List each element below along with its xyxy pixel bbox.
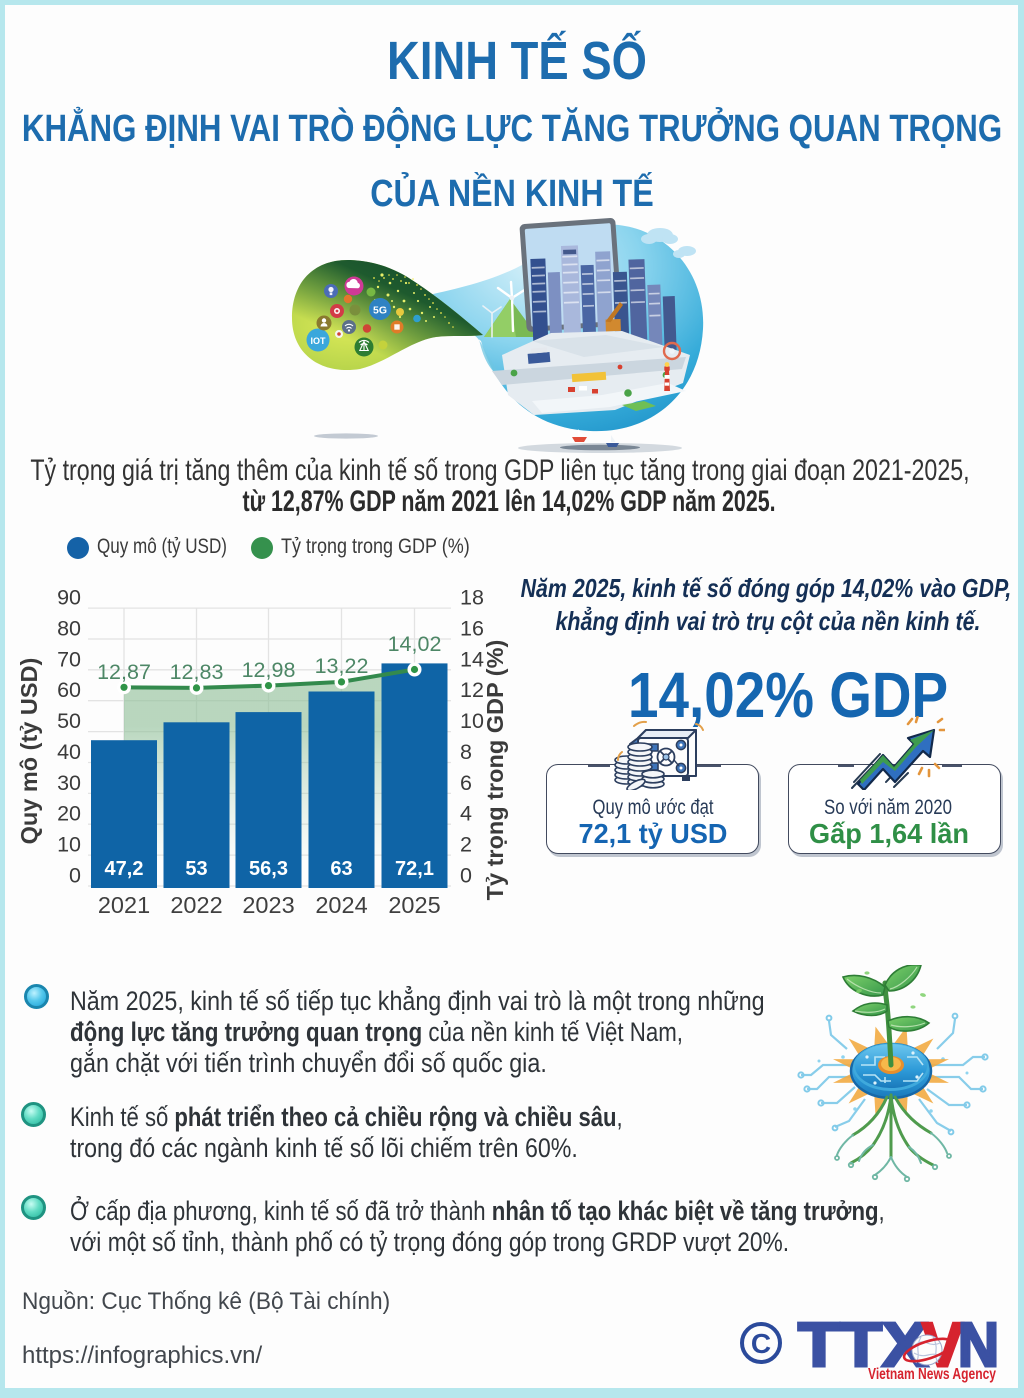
svg-text:10: 10 — [460, 709, 484, 733]
svg-text:63: 63 — [330, 858, 352, 880]
svg-text:20: 20 — [57, 802, 81, 826]
svg-text:10: 10 — [57, 833, 81, 857]
svg-text:0: 0 — [460, 864, 472, 888]
svg-text:40: 40 — [57, 740, 81, 764]
svg-text:12,83: 12,83 — [170, 660, 224, 684]
svg-text:V: V — [922, 1311, 963, 1380]
svg-text:12: 12 — [460, 678, 484, 702]
svg-text:90: 90 — [57, 586, 81, 610]
svg-text:16: 16 — [460, 617, 484, 641]
svg-text:2: 2 — [460, 833, 472, 857]
svg-text:TTX: TTX — [798, 1311, 928, 1380]
svg-text:13,22: 13,22 — [315, 654, 369, 678]
svg-text:2022: 2022 — [170, 892, 222, 918]
svg-text:47,2: 47,2 — [105, 858, 144, 880]
svg-text:14,02: 14,02 — [388, 632, 442, 656]
svg-text:53: 53 — [185, 858, 207, 880]
svg-text:18: 18 — [460, 586, 484, 610]
svg-text:56,3: 56,3 — [249, 858, 288, 880]
svg-text:72,1: 72,1 — [395, 858, 434, 880]
svg-text:12,98: 12,98 — [242, 658, 296, 682]
svg-text:50: 50 — [57, 709, 81, 733]
svg-text:4: 4 — [460, 802, 472, 826]
svg-text:2023: 2023 — [242, 892, 294, 918]
svg-text:Vietnam News Agency: Vietnam News Agency — [868, 1366, 996, 1383]
svg-text:N: N — [958, 1311, 999, 1380]
svg-text:12,87: 12,87 — [97, 660, 151, 684]
svg-text:2025: 2025 — [388, 892, 440, 918]
svg-text:60: 60 — [57, 678, 81, 702]
svg-text:5G: 5G — [373, 305, 387, 317]
svg-text:C: C — [751, 1328, 771, 1359]
svg-text:80: 80 — [57, 617, 81, 641]
svg-text:70: 70 — [57, 647, 81, 671]
svg-text:2024: 2024 — [315, 892, 367, 918]
svg-text:IOT: IOT — [311, 336, 327, 346]
svg-text:Tỷ trọng trong GDP (%): Tỷ trọng trong GDP (%) — [482, 640, 508, 901]
svg-text:0: 0 — [69, 864, 81, 888]
svg-text:30: 30 — [57, 771, 81, 795]
svg-text:2021: 2021 — [98, 892, 150, 918]
svg-text:8: 8 — [460, 740, 472, 764]
svg-text:Quy mô (tỷ USD): Quy mô (tỷ USD) — [16, 658, 42, 845]
svg-text:14: 14 — [460, 647, 484, 671]
svg-text:6: 6 — [460, 771, 472, 795]
